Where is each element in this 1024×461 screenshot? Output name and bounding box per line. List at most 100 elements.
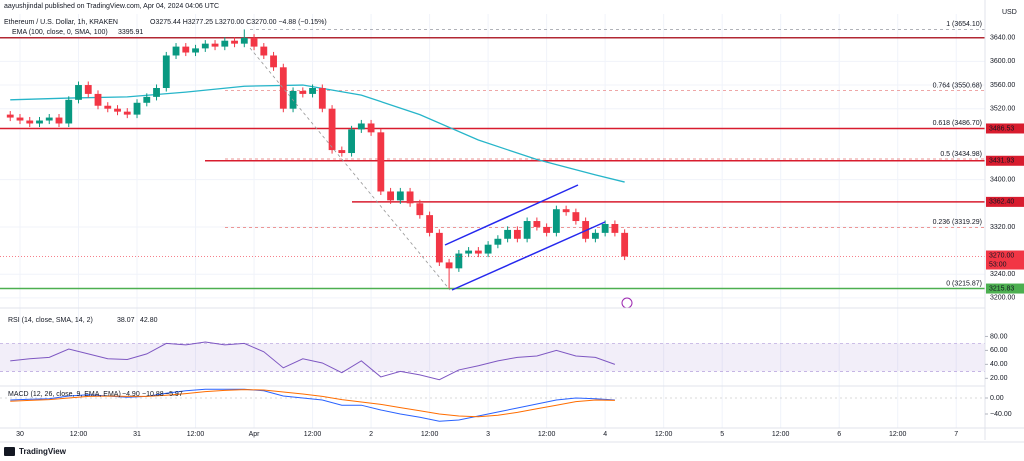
plot-area: [0, 29, 985, 422]
candle-body: [65, 99, 73, 124]
level-tag: [986, 123, 1024, 134]
x-tick-label: 7: [954, 431, 958, 438]
candle-body: [621, 232, 629, 257]
x-tick-label: 4: [603, 431, 607, 438]
candle-body: [396, 191, 404, 201]
level-tag: [986, 196, 1024, 207]
candle-body: [123, 111, 131, 115]
x-tick-label: 31: [133, 431, 141, 438]
y-tick-label: 3200.00: [990, 295, 1015, 302]
candle-body: [601, 223, 609, 233]
candle-body: [328, 108, 336, 151]
candle-body: [406, 191, 414, 204]
candle-body: [250, 37, 258, 47]
candle-body: [231, 40, 238, 44]
y-tick-label: 3520.00: [990, 106, 1015, 113]
y-tick-label: 0.00: [990, 395, 1004, 402]
fib-trend-line: [249, 47, 451, 291]
grid: [0, 14, 985, 428]
level-tag: [986, 155, 1024, 166]
macd-label: MACD (12, 26, close, 9, EMA, EMA): [8, 391, 121, 398]
x-tick-label: 12:00: [889, 431, 907, 438]
candle-body: [6, 114, 14, 118]
channel-upper: [444, 184, 579, 246]
candle-body: [153, 87, 160, 97]
candle-body: [299, 90, 307, 94]
candle-body: [474, 250, 482, 254]
candle-body: [162, 55, 170, 88]
candle-body: [104, 105, 112, 109]
candle-body: [416, 203, 424, 216]
x-tick-label: 12:00: [187, 431, 205, 438]
y-tick-label: 3320.00: [990, 224, 1015, 231]
candle-body: [133, 102, 141, 115]
candle-body: [338, 150, 346, 154]
candle-body: [172, 46, 180, 56]
candle-body: [94, 93, 102, 106]
candle-body: [182, 46, 190, 53]
level-tag-label: 3486.53: [989, 125, 1014, 132]
candle-body: [465, 250, 473, 254]
x-tick-label: 30: [16, 431, 24, 438]
last-price-label: 3270.00: [989, 252, 1014, 259]
candle-body: [309, 87, 316, 94]
last-price-tag: [986, 250, 1024, 270]
y-tick-label: 40.00: [990, 361, 1008, 368]
y-tick-label: 3560.00: [990, 82, 1015, 89]
x-tick-label: 3: [486, 431, 490, 438]
candle-body: [387, 191, 394, 201]
candle-body: [318, 87, 326, 109]
fib-label: 0.618 (3486.70): [933, 120, 982, 127]
x-tick-label: 12:00: [538, 431, 556, 438]
candle-body: [484, 244, 492, 254]
x-tick-label: 12:00: [304, 431, 322, 438]
rsi-label: RSI (14, close, SMA, 14, 2): [8, 317, 93, 324]
candle-body: [192, 48, 199, 53]
fib-label: 0.5 (3434.98): [940, 151, 982, 158]
candle-body: [377, 132, 385, 192]
ema-line: [10, 84, 625, 183]
y-tick-label: 3640.00: [990, 35, 1015, 42]
y-tick-label: 3240.00: [990, 271, 1015, 278]
candle-body: [455, 253, 463, 269]
level-tag: [986, 283, 1024, 294]
brand-logo: [4, 447, 15, 456]
candle-body: [260, 46, 268, 56]
rsi-value: 38.07: [117, 317, 135, 324]
level-tag-label: 3431.93: [989, 158, 1014, 165]
candle-body: [445, 262, 453, 269]
candle-body: [55, 117, 63, 124]
y-tick-label: 20.00: [990, 375, 1008, 382]
x-tick-label: 12:00: [70, 431, 88, 438]
macd-signal-value: −10.88: [142, 391, 164, 398]
title: Ethereum / U.S. Dollar, 1h, KRAKEN: [4, 19, 118, 26]
candle-body: [523, 221, 531, 239]
rsi-line: [10, 341, 616, 381]
candle-body: [552, 209, 560, 233]
macd-line: [10, 389, 615, 418]
candle-body: [572, 212, 580, 222]
publisher: aayushjindal published on TradingView.co…: [4, 3, 219, 10]
x-tick-label: 12:00: [421, 431, 439, 438]
candle-body: [75, 85, 82, 100]
level-tag-label: 3215.83: [989, 285, 1014, 292]
x-tick-label: 6: [837, 431, 841, 438]
candle-body: [367, 123, 375, 133]
candle-body: [504, 229, 512, 239]
candle-body: [114, 108, 121, 112]
candle-body: [435, 232, 443, 263]
x-tick-label: 2: [369, 431, 373, 438]
fib-label: 0.236 (3319.29): [933, 219, 982, 226]
candle-body: [211, 43, 219, 47]
currency: USD: [1002, 9, 1017, 16]
channel-lower: [451, 221, 606, 291]
candle-body: [357, 123, 365, 130]
rsi-band: [0, 343, 985, 372]
macd-value: −4.90: [122, 391, 140, 398]
candle-body: [45, 117, 53, 121]
candle-body: [533, 221, 541, 227]
candle-body: [562, 209, 570, 213]
candle-body: [494, 238, 502, 245]
